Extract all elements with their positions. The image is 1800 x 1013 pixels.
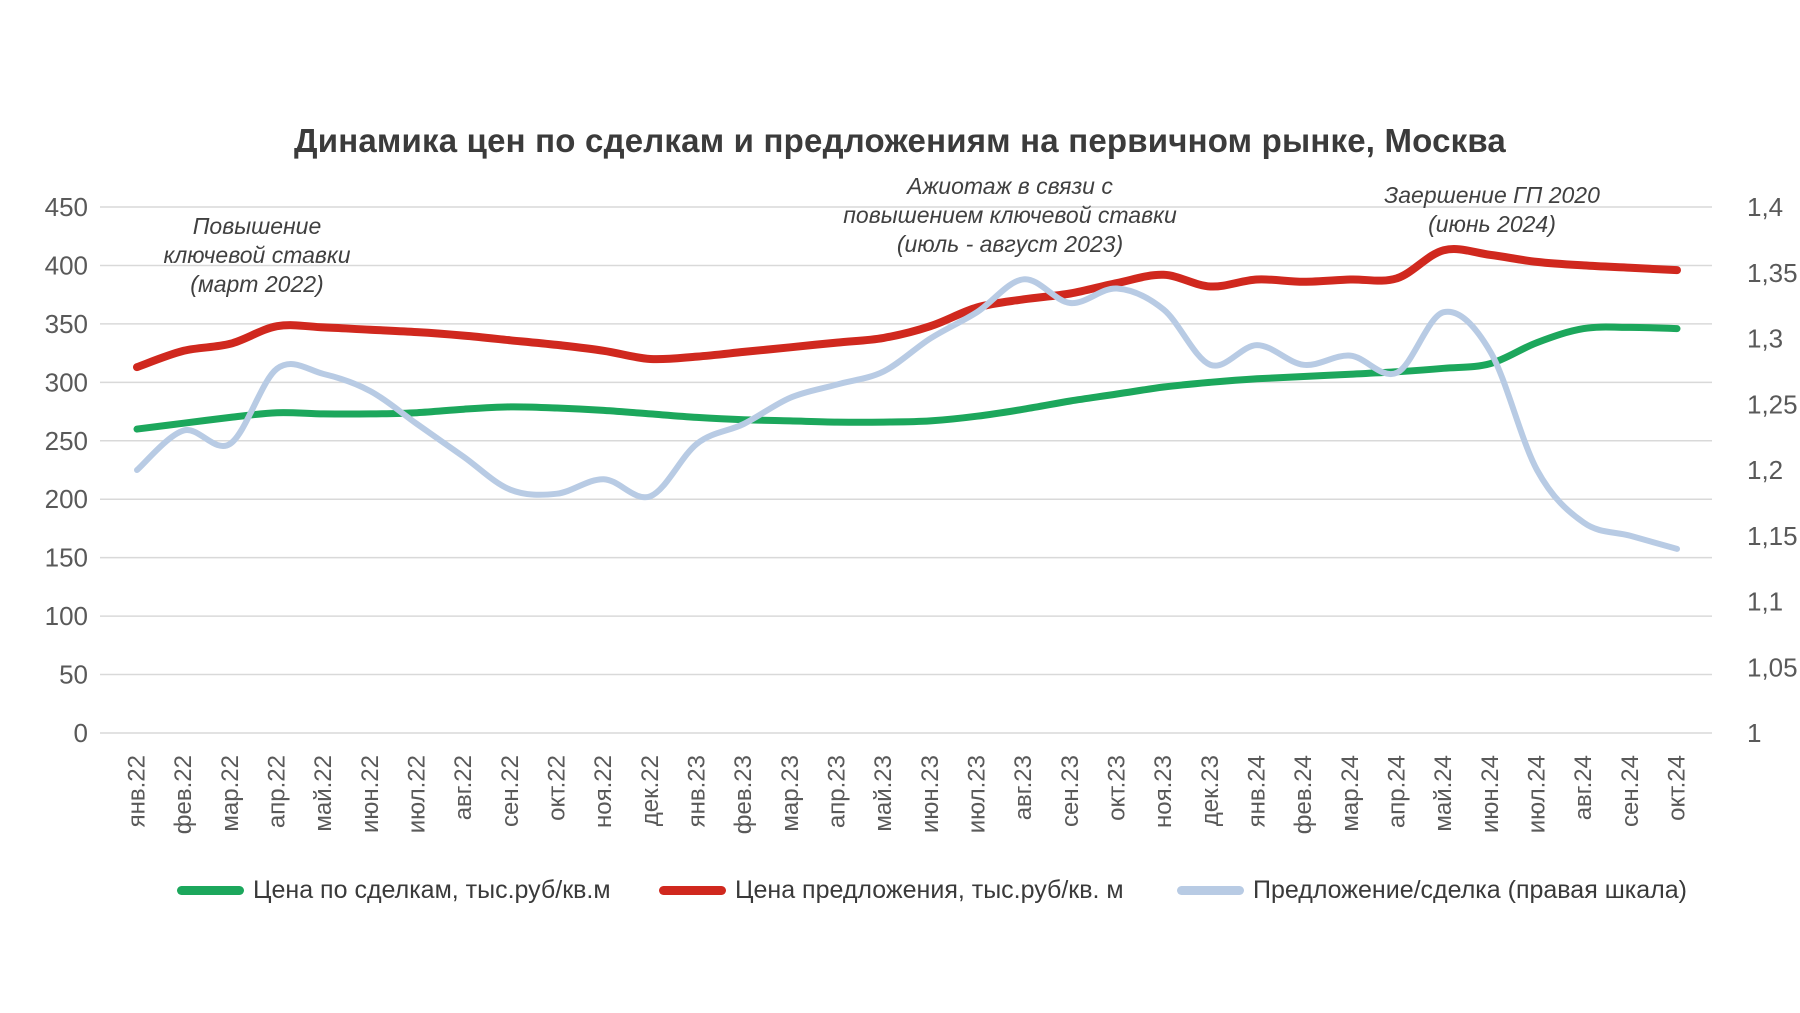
- annotation-hype-2023: Ажиотаж в связи с повышением ключевой ст…: [843, 172, 1177, 259]
- annotation-line: повышением ключевой ставки: [843, 202, 1177, 228]
- x-axis-tick-label: окт.22: [544, 755, 571, 821]
- annotation-line: ключевой ставки: [163, 242, 351, 268]
- x-axis-tick-label: окт.23: [1104, 755, 1131, 821]
- x-axis-tick-label: апр.22: [264, 755, 291, 828]
- left-axis-tick-label: 200: [45, 484, 88, 514]
- right-axis-tick-label: 1,05: [1747, 652, 1798, 682]
- offer-line-swatch: [659, 885, 726, 895]
- x-axis-tick-label: мар.22: [217, 755, 244, 832]
- annotation-line: Ажиотаж в связи с: [907, 173, 1113, 199]
- right-axis-tick-label: 1,1: [1747, 587, 1783, 617]
- x-axis-tick-label: сен.22: [497, 755, 524, 827]
- x-axis-tick-label: сен.23: [1057, 755, 1084, 827]
- annotation-line: (март 2022): [190, 271, 324, 297]
- x-axis-tick-label: июн.23: [917, 755, 944, 833]
- x-axis-tick-label: фев.24: [1290, 755, 1317, 834]
- legend-label-ratio: Предложение/сделка (правая шкала): [1253, 875, 1687, 904]
- legend-item-offer: Цена предложения, тыс.руб/кв. м: [659, 872, 1124, 908]
- annotation-line: Повышение: [192, 213, 322, 239]
- left-axis-tick-label: 250: [45, 426, 88, 456]
- x-axis-tick-label: май.23: [870, 755, 897, 832]
- left-axis-tick-label: 50: [59, 660, 88, 690]
- right-axis-tick-label: 1,35: [1747, 258, 1798, 288]
- x-axis-tick-label: июн.24: [1477, 755, 1504, 833]
- x-axis-tick-label: мар.23: [777, 755, 804, 832]
- left-axis-tick-label: 0: [74, 718, 88, 748]
- x-axis-tick-label: авг.23: [1010, 755, 1037, 820]
- x-axis-tick-label: май.24: [1430, 755, 1457, 832]
- deals-line-swatch: [177, 885, 244, 895]
- x-axis-tick-label: янв.24: [1244, 755, 1271, 827]
- x-axis-tick-label: авг.24: [1570, 755, 1597, 820]
- x-axis-tick-label: фев.23: [730, 755, 757, 834]
- x-axis-tick-label: ноя.23: [1150, 755, 1177, 828]
- left-axis-tick-label: 150: [45, 543, 88, 573]
- x-axis-tick-label: янв.23: [684, 755, 711, 827]
- series-line-2: [134, 276, 1680, 552]
- x-axis-tick-label: фев.22: [170, 755, 197, 834]
- legend-label-offer: Цена предложения, тыс.руб/кв. м: [735, 875, 1124, 904]
- x-axis-tick-label: сен.24: [1617, 755, 1644, 827]
- legend-item-ratio: Предложение/сделка (правая шкала): [1177, 872, 1687, 908]
- x-axis-tick-label: июл.23: [964, 755, 991, 833]
- x-axis-tick-label: ноя.22: [590, 755, 617, 828]
- chart-title: Динамика цен по сделкам и предложениям н…: [294, 122, 1506, 159]
- annotation-line: Заершение ГП 2020: [1384, 182, 1600, 208]
- x-axis-tick-label: дек.22: [637, 755, 664, 826]
- x-axis-tick-label: янв.22: [124, 755, 151, 827]
- x-axis-tick-label: июл.24: [1524, 755, 1551, 833]
- annotation-rate-hike-2022: Повышение ключевой ставки (март 2022): [163, 212, 350, 299]
- annotation-gp2020-end: Заершение ГП 2020 (июнь 2024): [1384, 181, 1600, 239]
- left-axis-tick-label: 450: [45, 192, 88, 222]
- x-axis-tick-label: авг.22: [450, 755, 477, 820]
- left-axis-tick-label: 100: [45, 601, 88, 631]
- x-axis-tick-label: мар.24: [1337, 755, 1364, 832]
- right-axis-tick-label: 1,25: [1747, 389, 1798, 419]
- right-axis-tick-label: 1,4: [1747, 192, 1783, 222]
- right-axis-tick-label: 1,3: [1747, 324, 1783, 354]
- right-axis-tick-label: 1: [1747, 718, 1761, 748]
- x-axis-tick-label: июл.22: [404, 755, 431, 833]
- left-axis-tick-label: 300: [45, 367, 88, 397]
- x-axis-tick-label: дек.23: [1197, 755, 1224, 826]
- legend-item-deals: Цена по сделкам, тыс.руб/кв.м: [177, 872, 611, 908]
- x-axis-tick-label: апр.24: [1384, 755, 1411, 828]
- right-axis-tick-label: 1,15: [1747, 521, 1798, 551]
- annotation-line: (июль - август 2023): [896, 231, 1124, 257]
- legend: Цена по сделкам, тыс.руб/кв.м Цена предл…: [0, 872, 1800, 908]
- x-axis-tick-label: июн.22: [357, 755, 384, 833]
- series-line-0: [133, 323, 1681, 433]
- right-axis-tick-label: 1,2: [1747, 455, 1783, 485]
- x-axis-tick-label: апр.23: [824, 755, 851, 828]
- legend-label-deals: Цена по сделкам, тыс.руб/кв.м: [253, 875, 611, 904]
- left-axis-tick-label: 350: [45, 309, 88, 339]
- x-axis-tick-label: май.22: [310, 755, 337, 832]
- ratio-line-swatch: [1177, 885, 1244, 895]
- x-axis-tick-label: окт.24: [1664, 755, 1691, 821]
- series-line-1: [133, 245, 1681, 372]
- left-axis-tick-label: 400: [45, 250, 88, 280]
- annotation-line: (июнь 2024): [1428, 211, 1556, 237]
